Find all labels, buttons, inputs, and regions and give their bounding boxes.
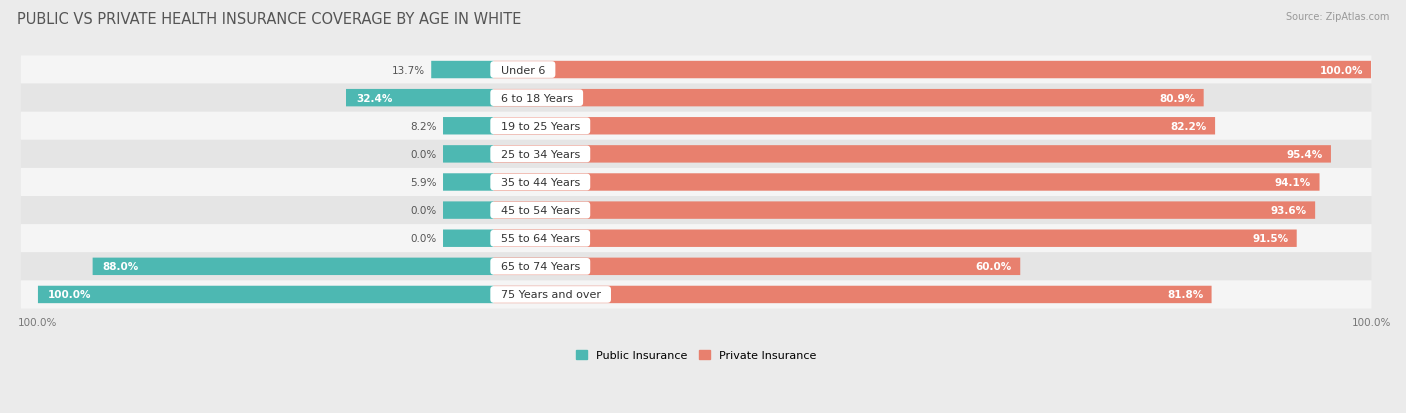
Bar — [494, 62, 1371, 79]
Text: 45 to 54 Years: 45 to 54 Years — [494, 206, 586, 216]
Text: 25 to 34 Years: 25 to 34 Years — [494, 150, 586, 159]
Text: 5.9%: 5.9% — [409, 178, 436, 188]
Text: 75 Years and over: 75 Years and over — [494, 290, 607, 300]
Text: 100.0%: 100.0% — [48, 290, 91, 300]
Text: 82.2%: 82.2% — [1170, 121, 1206, 131]
Text: 13.7%: 13.7% — [391, 65, 425, 75]
Bar — [443, 174, 494, 191]
Legend: Public Insurance, Private Insurance: Public Insurance, Private Insurance — [572, 346, 821, 365]
Text: 60.0%: 60.0% — [976, 262, 1012, 272]
Text: 93.6%: 93.6% — [1271, 206, 1306, 216]
Bar — [346, 90, 494, 107]
FancyBboxPatch shape — [21, 197, 1371, 225]
Text: PUBLIC VS PRIVATE HEALTH INSURANCE COVERAGE BY AGE IN WHITE: PUBLIC VS PRIVATE HEALTH INSURANCE COVER… — [17, 12, 522, 27]
Bar — [38, 286, 494, 304]
FancyBboxPatch shape — [21, 253, 1371, 281]
Bar — [494, 146, 1331, 163]
Text: 91.5%: 91.5% — [1253, 234, 1288, 244]
Text: 55 to 64 Years: 55 to 64 Years — [494, 234, 586, 244]
Bar — [494, 286, 1212, 304]
FancyBboxPatch shape — [21, 281, 1371, 309]
FancyBboxPatch shape — [21, 169, 1371, 197]
Text: 35 to 44 Years: 35 to 44 Years — [494, 178, 586, 188]
Text: Source: ZipAtlas.com: Source: ZipAtlas.com — [1285, 12, 1389, 22]
Bar — [494, 258, 1021, 275]
FancyBboxPatch shape — [21, 225, 1371, 253]
FancyBboxPatch shape — [21, 140, 1371, 169]
Bar — [494, 230, 1296, 247]
Text: 65 to 74 Years: 65 to 74 Years — [494, 262, 586, 272]
Text: 80.9%: 80.9% — [1159, 93, 1195, 103]
Bar — [494, 118, 1215, 135]
Bar — [443, 230, 494, 247]
FancyBboxPatch shape — [21, 56, 1371, 84]
Text: 0.0%: 0.0% — [411, 234, 436, 244]
Text: 8.2%: 8.2% — [409, 121, 436, 131]
Text: 0.0%: 0.0% — [411, 150, 436, 159]
Bar — [443, 202, 494, 219]
Text: 81.8%: 81.8% — [1167, 290, 1204, 300]
Bar — [494, 202, 1315, 219]
Text: Under 6: Under 6 — [494, 65, 553, 75]
Bar — [432, 62, 494, 79]
Text: 6 to 18 Years: 6 to 18 Years — [494, 93, 579, 103]
Bar — [443, 146, 494, 163]
Bar — [494, 174, 1319, 191]
FancyBboxPatch shape — [21, 112, 1371, 140]
Text: 88.0%: 88.0% — [103, 262, 139, 272]
Text: 0.0%: 0.0% — [411, 206, 436, 216]
Text: 95.4%: 95.4% — [1286, 150, 1323, 159]
Text: 94.1%: 94.1% — [1275, 178, 1310, 188]
Text: 32.4%: 32.4% — [356, 93, 392, 103]
Bar — [93, 258, 494, 275]
Text: 100.0%: 100.0% — [1319, 65, 1362, 75]
FancyBboxPatch shape — [21, 84, 1371, 112]
Text: 19 to 25 Years: 19 to 25 Years — [494, 121, 586, 131]
Bar — [443, 118, 494, 135]
Bar — [494, 90, 1204, 107]
